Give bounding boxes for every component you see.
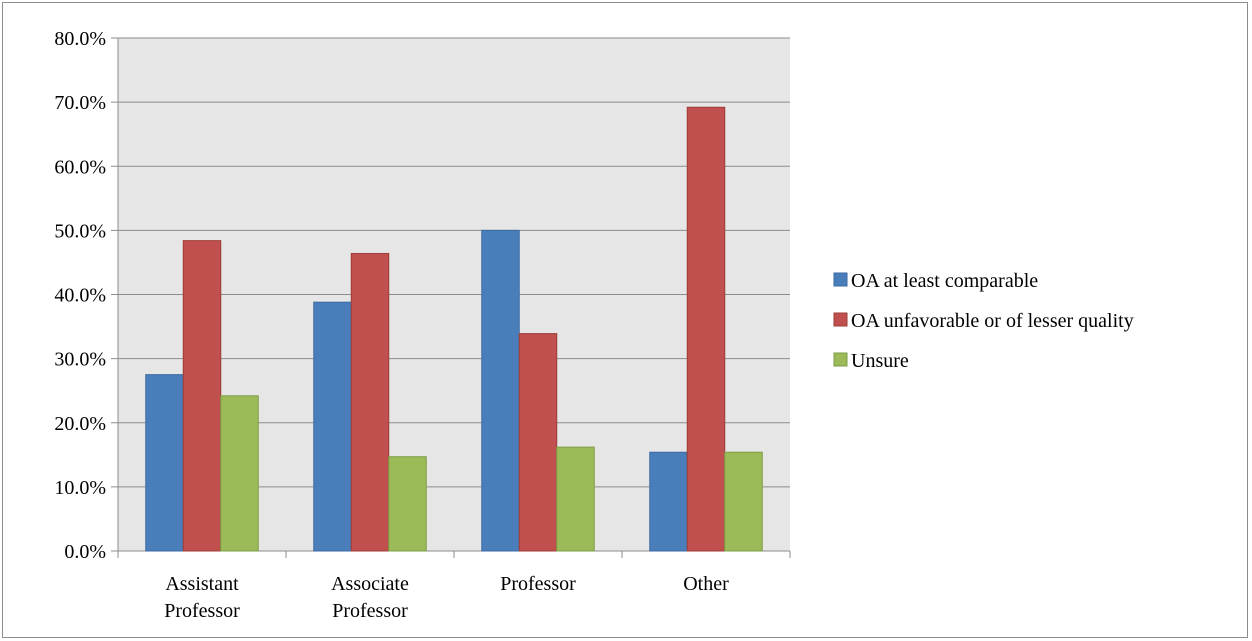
x-category-label: Professor	[164, 600, 240, 622]
y-tick-label: 50.0%	[54, 220, 106, 242]
y-tick-label: 40.0%	[54, 285, 106, 307]
y-tick-label: 70.0%	[54, 92, 106, 114]
x-category-label: Other	[683, 573, 729, 595]
legend-swatch-1	[833, 312, 848, 327]
y-tick-label: 30.0%	[54, 349, 106, 371]
bar-1-1	[350, 252, 390, 552]
x-category-label: Assistant	[165, 573, 239, 595]
y-tick-label: 60.0%	[54, 156, 106, 178]
x-category-label: Associate	[331, 573, 409, 595]
bar-3-1	[686, 106, 726, 552]
bar-3-2	[724, 451, 763, 552]
bar-2-0	[481, 229, 520, 552]
bar-0-2	[220, 395, 259, 552]
legend-swatch-0	[833, 272, 848, 287]
legend-label-1: OA unfavorable or of lesser quality	[851, 310, 1134, 332]
y-tick-label: 0.0%	[64, 541, 106, 563]
bar-1-0	[313, 301, 352, 552]
x-category-label: Professor	[500, 573, 576, 595]
legend-swatch-2	[833, 352, 848, 367]
bar-2-2	[556, 446, 595, 552]
y-tick-label: 10.0%	[54, 477, 106, 499]
legend: OA at least comparable OA unfavorable or …	[833, 270, 1134, 372]
y-tick-label: 80.0%	[54, 28, 106, 50]
y-tick-label: 20.0%	[54, 413, 106, 435]
x-category-label: Professor	[332, 600, 408, 622]
bar-1-2	[388, 456, 427, 552]
legend-label-2: Unsure	[851, 350, 909, 372]
bar-0-1	[182, 240, 222, 552]
bar-2-1	[518, 333, 558, 552]
bar-0-0	[145, 374, 184, 552]
plot-area: 0.0% 10.0% 20.0% 30.0% 40.0% 50.0% 60.0% 70.0% 8…	[54, 28, 791, 622]
legend-label-0: OA at least comparable	[851, 270, 1038, 292]
bar-3-0	[649, 451, 688, 552]
